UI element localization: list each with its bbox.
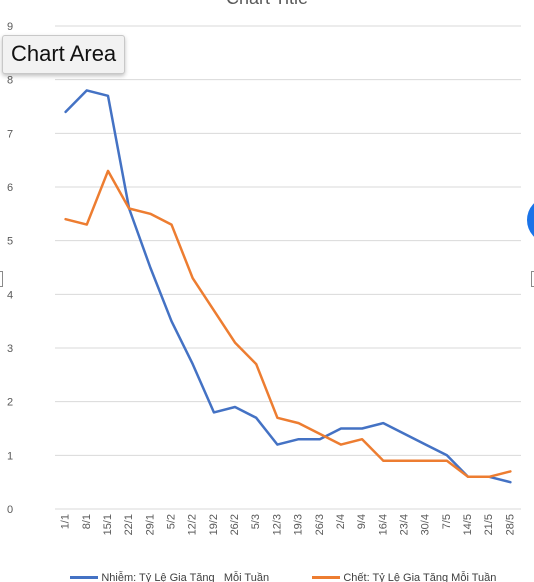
data-point-death[interactable]	[190, 276, 195, 281]
x-tick-label: 2/4	[335, 514, 347, 529]
x-tick-label: 8/1	[81, 514, 93, 529]
legend[interactable]: Nhiễm: Tỷ Lệ Gia Tăng Mỗi Tuần Chết: Tỷ …	[0, 557, 534, 582]
x-tick-label: 15/1	[102, 514, 114, 535]
data-point-death[interactable]	[233, 340, 238, 345]
x-tick-label: 1/1	[60, 514, 72, 529]
data-point-infection[interactable]	[63, 109, 68, 114]
data-point-death[interactable]	[127, 206, 132, 211]
right-resize-handle[interactable]	[531, 271, 534, 287]
y-tick-label: 6	[7, 182, 13, 194]
data-point-death[interactable]	[466, 474, 471, 479]
data-point-death[interactable]	[381, 458, 386, 463]
data-point-death[interactable]	[423, 458, 428, 463]
series-line-death[interactable]	[64, 169, 512, 479]
data-point-infection[interactable]	[84, 88, 89, 93]
data-point-death[interactable]	[105, 168, 110, 173]
plot-area[interactable]	[63, 88, 513, 485]
data-point-infection[interactable]	[148, 265, 153, 270]
x-axis: 1/1 8/1 15/1 22/1 29/1 5/2 12/2 19/2 26/2 5/3 12/3…	[60, 514, 517, 535]
data-point-death[interactable]	[508, 469, 513, 474]
x-tick-label: 26/3	[314, 514, 326, 535]
data-point-infection[interactable]	[317, 437, 322, 442]
data-point-infection[interactable]	[508, 480, 513, 485]
data-point-infection[interactable]	[360, 426, 365, 431]
x-tick-label: 26/2	[229, 514, 241, 535]
x-tick-label: 21/5	[483, 514, 495, 535]
data-point-death[interactable]	[63, 217, 68, 222]
data-point-death[interactable]	[487, 474, 492, 479]
legend-swatch-orange	[312, 575, 341, 579]
x-tick-label: 7/5	[441, 514, 453, 529]
floating-action-circle[interactable]	[527, 198, 534, 242]
data-point-infection[interactable]	[105, 93, 110, 98]
data-point-death[interactable]	[338, 442, 343, 447]
data-point-death[interactable]	[211, 308, 216, 313]
y-tick-label: 5	[7, 236, 13, 248]
y-tick-label: 0	[7, 504, 13, 516]
y-axis: 0 1 2 3 4 5 6 7 8 9	[7, 21, 13, 516]
y-tick-label: 2	[7, 397, 13, 409]
series-line-infection[interactable]	[64, 89, 512, 484]
data-point-infection[interactable]	[190, 362, 195, 367]
data-point-death[interactable]	[317, 431, 322, 436]
x-tick-label: 5/2	[166, 514, 178, 529]
y-tick-label: 3	[7, 343, 13, 355]
legend-item-death[interactable]: Chết: Tỷ Lệ Gia Tăng Mỗi Tuần	[294, 557, 496, 582]
x-tick-label: 12/2	[187, 514, 199, 535]
data-point-infection[interactable]	[444, 453, 449, 458]
x-tick-label: 29/1	[144, 514, 156, 535]
data-point-infection[interactable]	[169, 319, 174, 324]
data-point-death[interactable]	[84, 222, 89, 227]
x-tick-label: 5/3	[250, 514, 262, 529]
x-tick-label: 30/4	[420, 514, 432, 535]
data-point-death[interactable]	[296, 421, 301, 426]
data-point-infection[interactable]	[233, 405, 238, 410]
data-point-infection[interactable]	[381, 421, 386, 426]
gridlines	[55, 25, 521, 510]
y-tick-label: 7	[7, 128, 13, 140]
x-tick-label: 14/5	[462, 514, 474, 535]
legend-label-infection: Nhiễm: Tỷ Lệ Gia Tăng Mỗi Tuần	[101, 572, 270, 582]
x-tick-label: 28/5	[504, 514, 516, 535]
data-point-infection[interactable]	[423, 442, 428, 447]
legend-label-death: Chết: Tỷ Lệ Gia Tăng Mỗi Tuần	[343, 572, 497, 582]
data-point-death[interactable]	[360, 437, 365, 442]
legend-item-infection[interactable]: Nhiễm: Tỷ Lệ Gia Tăng Mỗi Tuần	[52, 557, 269, 582]
data-point-death[interactable]	[402, 458, 407, 463]
x-tick-label: 9/4	[356, 514, 368, 529]
x-tick-label: 22/1	[123, 514, 135, 535]
left-resize-handle[interactable]	[0, 271, 3, 287]
data-point-death[interactable]	[254, 362, 259, 367]
y-tick-label: 8	[7, 75, 13, 87]
data-point-death[interactable]	[275, 415, 280, 420]
data-point-death[interactable]	[148, 211, 153, 216]
y-tick-label: 9	[7, 21, 13, 33]
y-tick-label: 4	[7, 289, 13, 301]
x-tick-label: 23/4	[399, 514, 411, 535]
data-point-infection[interactable]	[338, 426, 343, 431]
y-tick-label: 1	[7, 450, 13, 462]
chart-area-tooltip: Chart Area	[2, 35, 126, 74]
x-tick-label: 16/4	[377, 514, 389, 535]
chart-title[interactable]: Chart Title	[0, 0, 534, 9]
data-point-infection[interactable]	[211, 410, 216, 415]
legend-swatch-blue	[70, 575, 99, 579]
data-point-death[interactable]	[444, 458, 449, 463]
data-point-infection[interactable]	[275, 442, 280, 447]
data-point-infection[interactable]	[296, 437, 301, 442]
data-point-death[interactable]	[169, 222, 174, 227]
data-point-infection[interactable]	[254, 415, 259, 420]
x-tick-label: 19/2	[208, 514, 220, 535]
x-tick-label: 12/3	[271, 514, 283, 535]
data-point-infection[interactable]	[402, 431, 407, 436]
x-tick-label: 19/3	[293, 514, 305, 535]
